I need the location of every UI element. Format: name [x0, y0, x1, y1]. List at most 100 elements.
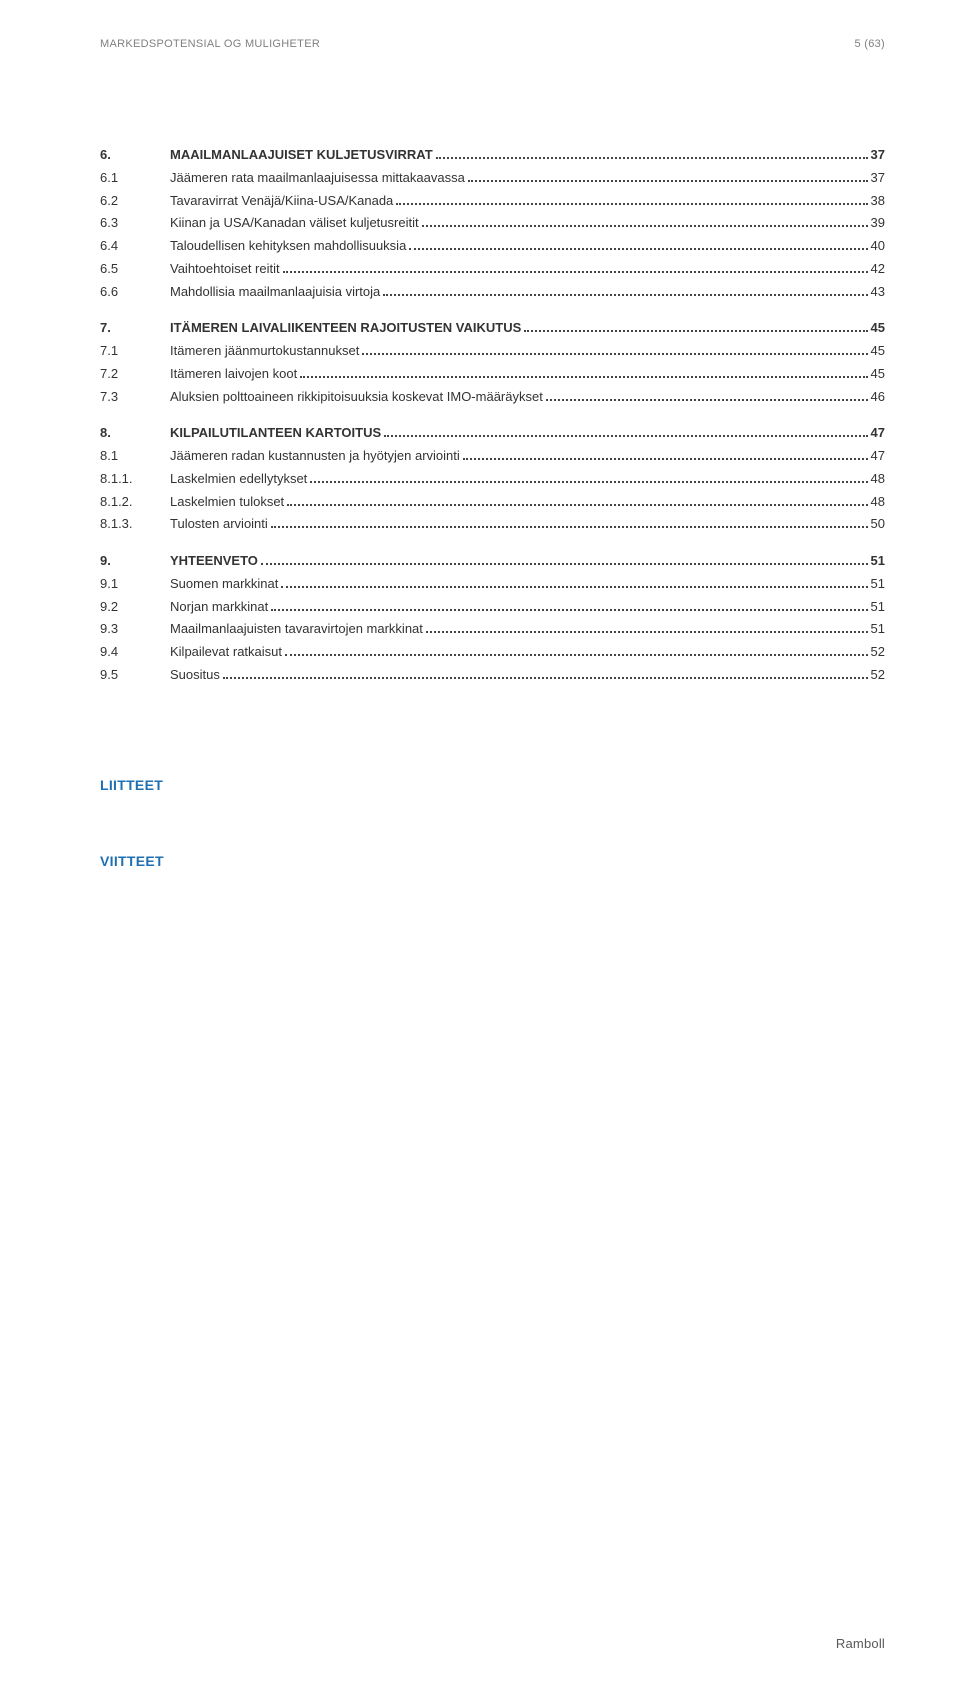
toc-gap [100, 408, 885, 422]
toc-leader-dots [436, 157, 868, 159]
toc-number: 6.4 [100, 235, 170, 258]
toc-page-number: 51 [871, 618, 885, 641]
toc-page-number: 52 [871, 664, 885, 687]
toc-row: 7.ITÄMEREN LAIVALIIKENTEEN RAJOITUSTEN V… [100, 317, 885, 340]
toc-label: Kilpailevat ratkaisut [170, 641, 282, 664]
toc-label: Laskelmien tulokset [170, 491, 284, 514]
toc-page-number: 37 [871, 167, 885, 190]
toc-leader-dots [223, 677, 868, 679]
toc-leader-dots [383, 294, 867, 296]
toc-leader-dots [426, 631, 868, 633]
toc-row: 9.3Maailmanlaajuisten tavaravirtojen mar… [100, 618, 885, 641]
toc-row: 9.4Kilpailevat ratkaisut 52 [100, 641, 885, 664]
toc-number: 9.5 [100, 664, 170, 687]
toc-page-number: 45 [871, 340, 885, 363]
toc-page-number: 38 [871, 190, 885, 213]
toc-label: Taloudellisen kehityksen mahdollisuuksia [170, 235, 406, 258]
toc-page-number: 46 [871, 386, 885, 409]
toc-page-number: 40 [871, 235, 885, 258]
table-of-contents: 6.MAAILMANLAAJUISET KULJETUSVIRRAT 376.1J… [100, 130, 885, 687]
toc-page-number: 48 [871, 468, 885, 491]
header-left: MARKEDSPOTENSIAL OG MULIGHETER [100, 38, 320, 50]
toc-leader-dots [283, 271, 868, 273]
toc-leader-dots [468, 180, 868, 182]
toc-number: 7.1 [100, 340, 170, 363]
toc-number: 8.1 [100, 445, 170, 468]
toc-page-number: 51 [871, 573, 885, 596]
toc-leader-dots [362, 353, 867, 355]
toc-page-number: 51 [871, 596, 885, 619]
toc-label: Itämeren laivojen koot [170, 363, 297, 386]
toc-number: 9.2 [100, 596, 170, 619]
toc-page-number: 43 [871, 281, 885, 304]
toc-row: 6.2Tavaravirrat Venäjä/Kiina-USA/Kanada3… [100, 190, 885, 213]
toc-number: 8.1.2. [100, 491, 170, 514]
toc-page-number: 39 [871, 212, 885, 235]
toc-page-number: 47 [871, 445, 885, 468]
header-right: 5 (63) [854, 38, 885, 50]
toc-label: Jäämeren radan kustannusten ja hyötyjen … [170, 445, 460, 468]
toc-leader-dots [310, 481, 867, 483]
toc-row: 6.1Jäämeren rata maailmanlaajuisessa mit… [100, 167, 885, 190]
toc-leader-dots [463, 458, 868, 460]
toc-leader-dots [384, 435, 867, 437]
toc-label: Norjan markkinat [170, 596, 268, 619]
toc-number: 6.5 [100, 258, 170, 281]
toc-row: 7.1Itämeren jäänmurtokustannukset 45 [100, 340, 885, 363]
toc-label: Suositus [170, 664, 220, 687]
toc-leader-dots [422, 225, 868, 227]
toc-leader-dots [287, 504, 867, 506]
toc-label: Tulosten arviointi [170, 513, 268, 536]
toc-row: 7.2Itämeren laivojen koot45 [100, 363, 885, 386]
toc-label: Mahdollisia maailmanlaajuisia virtoja [170, 281, 380, 304]
toc-number: 9.3 [100, 618, 170, 641]
toc-number: 9.4 [100, 641, 170, 664]
toc-number: 7.2 [100, 363, 170, 386]
document-page: MARKEDSPOTENSIAL OG MULIGHETER 5 (63) 6.… [0, 0, 960, 1691]
toc-row: 9.5Suositus 52 [100, 664, 885, 687]
appendix-viitteet: VIITTEET [100, 853, 885, 869]
toc-label: Laskelmien edellytykset [170, 468, 307, 491]
toc-row: 9.2Norjan markkinat 51 [100, 596, 885, 619]
toc-row: 6.3Kiinan ja USA/Kanadan väliset kuljetu… [100, 212, 885, 235]
toc-row: 8.KILPAILUTILANTEEN KARTOITUS47 [100, 422, 885, 445]
toc-number: 9.1 [100, 573, 170, 596]
toc-page-number: 42 [871, 258, 885, 281]
toc-page-number: 52 [871, 641, 885, 664]
toc-label: ITÄMEREN LAIVALIIKENTEEN RAJOITUSTEN VAI… [170, 317, 521, 340]
toc-number: 7. [100, 317, 170, 340]
toc-label: MAAILMANLAAJUISET KULJETUSVIRRAT [170, 144, 433, 167]
toc-page-number: 37 [871, 144, 885, 167]
toc-number: 7.3 [100, 386, 170, 409]
toc-gap [100, 536, 885, 550]
toc-leader-dots [261, 563, 868, 565]
toc-leader-dots [300, 376, 867, 378]
toc-row: 6.6Mahdollisia maailmanlaajuisia virtoja… [100, 281, 885, 304]
toc-label: Itämeren jäänmurtokustannukset [170, 340, 359, 363]
footer-logo: Ramboll [836, 1636, 885, 1651]
toc-leader-dots [285, 654, 868, 656]
toc-label: Kiinan ja USA/Kanadan väliset kuljetusre… [170, 212, 419, 235]
toc-label: YHTEENVETO [170, 550, 258, 573]
toc-number: 6.6 [100, 281, 170, 304]
toc-row: 8.1Jäämeren radan kustannusten ja hyötyj… [100, 445, 885, 468]
toc-leader-dots [271, 609, 867, 611]
toc-row: 6.MAAILMANLAAJUISET KULJETUSVIRRAT 37 [100, 144, 885, 167]
toc-label: KILPAILUTILANTEEN KARTOITUS [170, 422, 381, 445]
appendix-liitteet: LIITTEET [100, 777, 885, 793]
toc-leader-dots [524, 330, 867, 332]
toc-number: 6. [100, 144, 170, 167]
toc-page-number: 45 [871, 317, 885, 340]
toc-number: 8. [100, 422, 170, 445]
toc-gap [100, 130, 885, 144]
toc-label: Vaihtoehtoiset reitit [170, 258, 280, 281]
toc-row: 6.5Vaihtoehtoiset reitit 42 [100, 258, 885, 281]
toc-number: 8.1.1. [100, 468, 170, 491]
toc-page-number: 51 [871, 550, 885, 573]
toc-number: 6.2 [100, 190, 170, 213]
toc-label: Suomen markkinat [170, 573, 278, 596]
toc-row: 8.1.1.Laskelmien edellytykset 48 [100, 468, 885, 491]
toc-row: 9.1Suomen markkinat 51 [100, 573, 885, 596]
toc-number: 8.1.3. [100, 513, 170, 536]
toc-label: Jäämeren rata maailmanlaajuisessa mittak… [170, 167, 465, 190]
